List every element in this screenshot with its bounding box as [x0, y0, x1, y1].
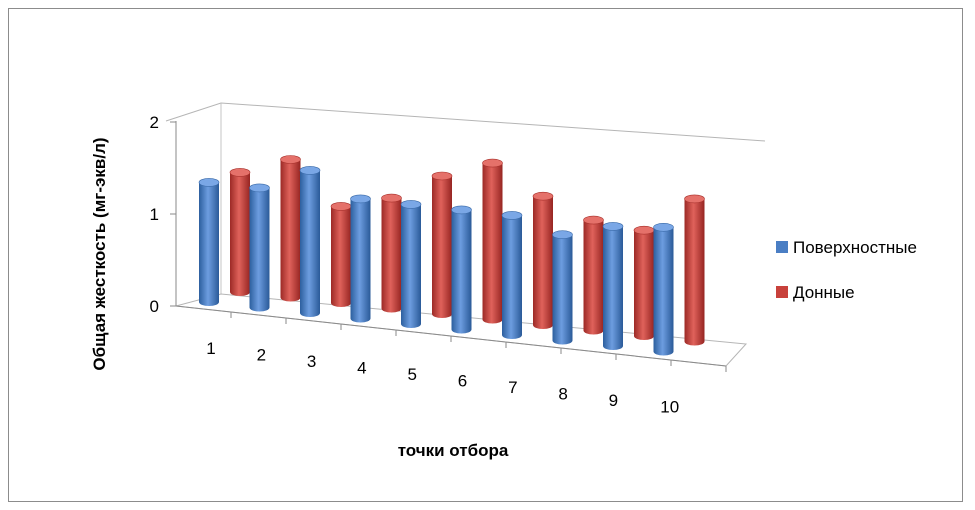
x-tick-label: 8	[558, 385, 567, 404]
y-tick-label: 0	[150, 297, 159, 316]
bar-surface-4	[350, 194, 371, 323]
chart-area: 1 2 3 4 5 6 7 8 9 10 0 1 2 Общая жесткость (мг-экв/…	[90, 102, 917, 460]
bar-surface-3	[299, 166, 321, 317]
back-wall-top-line	[165, 102, 766, 142]
bar-surface-10	[653, 223, 674, 356]
x-tick-label: 6	[458, 372, 467, 391]
bar-surface-7	[501, 211, 523, 339]
legend-swatch	[776, 286, 788, 298]
x-tick-label: 1	[206, 339, 215, 358]
legend-item: Поверхностные	[776, 238, 917, 257]
bar-bottom-5	[431, 171, 453, 318]
x-tick-label: 7	[508, 378, 517, 397]
bar-surface-2	[249, 183, 270, 312]
bar-bottom-9	[633, 225, 655, 340]
bar-surface-1	[198, 178, 220, 306]
bar-surface-5	[400, 200, 422, 328]
bar-bottom-4	[381, 193, 402, 313]
bar-surface-8	[552, 230, 573, 345]
x-tick-label: 5	[407, 365, 416, 384]
legend-label: Поверхностные	[793, 238, 917, 257]
legend-swatch	[776, 241, 788, 253]
y-tick-label: 1	[150, 205, 159, 224]
x-tick-label: 2	[257, 346, 266, 365]
legend-item: Донные	[776, 283, 855, 302]
bar-bottom-1	[229, 168, 251, 296]
bar-surface-6	[451, 205, 472, 334]
bar-surface-9	[602, 222, 624, 350]
x-tick-label: 3	[307, 352, 316, 371]
legend-label: Донные	[793, 283, 855, 302]
x-tick-label: 10	[660, 398, 679, 417]
bar-bottom-7	[532, 191, 554, 329]
tick-marks	[170, 121, 727, 372]
bars-group	[198, 155, 705, 356]
bar-bottom-6	[482, 158, 503, 324]
bar-bottom-10	[684, 194, 705, 346]
chart-frame: 1 2 3 4 5 6 7 8 9 10 0 1 2 Общая жесткость (мг-экв/…	[8, 8, 963, 502]
x-tick-labels: 1 2 3 4 5 6 7 8 9 10	[206, 339, 679, 417]
legend: Поверхностные Донные	[776, 238, 917, 302]
bar-bottom-8	[583, 215, 604, 335]
x-tick-label: 4	[357, 359, 366, 378]
bar-bottom-2	[280, 155, 301, 302]
y-tick-label: 2	[150, 113, 159, 132]
x-tick-label: 9	[609, 391, 618, 410]
y-tick-labels: 0 1 2	[150, 113, 159, 316]
x-axis-title: точки отбора	[398, 441, 509, 460]
bar-bottom-3	[330, 202, 352, 307]
y-axis-title: Общая жесткость (мг-экв/л)	[90, 137, 109, 370]
